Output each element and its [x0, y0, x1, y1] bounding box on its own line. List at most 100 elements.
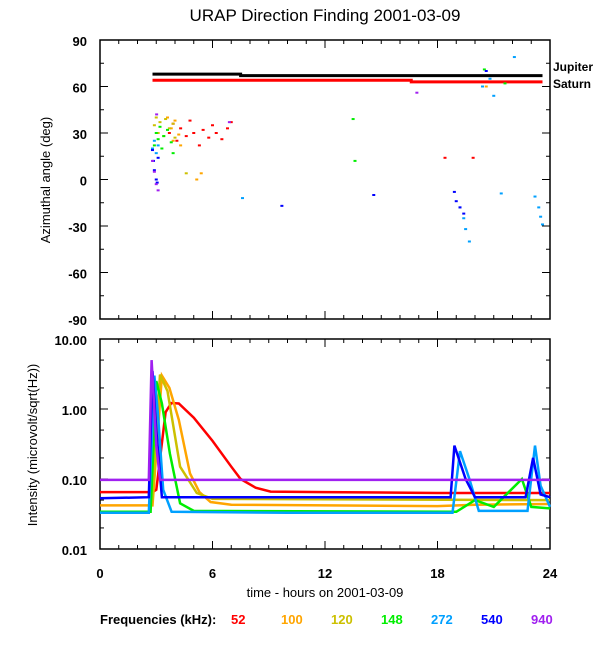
y-tick-label: -90 [68, 313, 87, 328]
azimuth-point-148khz [162, 135, 166, 138]
azimuth-point-52khz [192, 132, 196, 134]
azimuth-point-100khz [169, 127, 173, 130]
azimuth-point-540khz [372, 194, 376, 196]
azimuth-point-52khz [197, 144, 201, 147]
azimuth-point-52khz [226, 127, 229, 130]
azimuth-point-272khz [488, 77, 492, 80]
azimuth-point-100khz [177, 133, 181, 136]
y-tick-label: 30 [73, 127, 87, 142]
azimuth-point-272khz [539, 215, 543, 218]
azimuth-point-120khz [184, 172, 188, 175]
y-tick-label: 0.10 [62, 473, 87, 488]
azimuth-point-52khz [201, 128, 205, 131]
legend-entry-52khz: 52 [231, 612, 245, 627]
azimuth-point-272khz [492, 94, 496, 97]
reference-line-jupiter [152, 72, 543, 78]
azimuth-point-272khz [464, 228, 468, 231]
azimuth-point-148khz [503, 82, 507, 85]
y-tick-label: 90 [73, 34, 87, 49]
azimuth-point-272khz [541, 223, 544, 226]
legend-label: Frequencies (kHz): [100, 612, 216, 627]
azimuth-point-100khz [484, 85, 488, 88]
azimuth-point-148khz [166, 128, 169, 131]
azimuth-point-52khz [167, 132, 171, 134]
azimuth-point-540khz [154, 178, 158, 181]
azimuth-point-120khz [156, 132, 160, 134]
azimuth-point-540khz [156, 156, 160, 159]
azimuth-point-120khz [164, 118, 168, 121]
azimuth-point-52khz [188, 119, 192, 122]
azimuth-point-540khz [151, 149, 154, 152]
y-tick-label: 10.00 [54, 333, 87, 348]
azimuth-point-940khz [151, 159, 154, 162]
azimuth-point-52khz [443, 156, 447, 159]
legend-entry-148khz: 148 [381, 612, 403, 627]
azimuth-point-100khz [179, 144, 183, 147]
azimuth-point-120khz [173, 136, 177, 139]
azimuth-point-272khz [537, 206, 541, 209]
azimuth-point-148khz [171, 152, 175, 155]
azimuth-point-272khz [499, 192, 503, 195]
azimuth-point-540khz [462, 212, 466, 215]
azimuth-point-540khz [454, 200, 458, 203]
legend: Frequencies (kHz): 52 100 120 148 272 540 940 [100, 612, 553, 627]
y-tick-label: -60 [68, 267, 87, 282]
azimuth-point-52khz [175, 139, 179, 142]
y-tick-label: -30 [68, 220, 87, 235]
azimuth-point-940khz [155, 113, 159, 116]
legend-entry-540khz: 540 [481, 612, 503, 627]
x-tick-label: 18 [430, 566, 444, 581]
azimuth-point-148khz [353, 159, 357, 162]
azimuth-point-120khz [152, 124, 156, 127]
azimuth-point-120khz [158, 121, 162, 124]
azimuth-point-100khz [173, 119, 177, 122]
x-tick-label: 24 [543, 566, 558, 581]
azimuth-point-272khz [152, 139, 156, 142]
azimuth-point-940khz [152, 170, 156, 173]
planet-label-saturn: Saturn [553, 77, 591, 91]
azimuth-point-272khz [533, 195, 537, 198]
azimuth-point-940khz [156, 189, 160, 192]
azimuth-point-148khz [156, 138, 160, 141]
azimuth-axis-label: Azimuthal angle (deg) [38, 117, 53, 243]
legend-entry-940khz: 940 [531, 612, 553, 627]
azimuth-panel: 90 60 30 0 -30 -60 -90 Jupiter Saturn [68, 34, 593, 328]
planet-label-jupiter: Jupiter [553, 60, 593, 74]
azimuth-point-120khz [171, 122, 175, 125]
azimuth-point-272khz [512, 56, 516, 59]
intensity-panel: 10.00 1.00 0.10 0.01 0 6 12 18 24 [54, 333, 558, 581]
azimuth-point-540khz [458, 206, 462, 209]
azimuth-point-148khz [160, 147, 164, 150]
azimuth-point-540khz [280, 204, 284, 207]
x-tick-label: 0 [96, 566, 103, 581]
azimuth-point-52khz [179, 127, 183, 130]
azimuth-point-148khz [158, 125, 162, 128]
azimuth-point-148khz [169, 141, 173, 144]
azimuth-point-52khz [184, 135, 188, 138]
y-tick-label: 0.01 [62, 543, 87, 558]
azimuth-point-272khz [481, 85, 484, 88]
x-tick-label: 12 [318, 566, 332, 581]
intensity-axis-label: Intensity (microvolt/sqrt(Hz)) [25, 364, 40, 527]
azimuth-point-272khz [467, 240, 471, 243]
azimuth-point-52khz [207, 136, 211, 139]
azimuth-point-52khz [214, 132, 218, 134]
azimuth-point-272khz [156, 144, 160, 147]
azimuth-point-52khz [220, 138, 224, 141]
azimuth-point-100khz [171, 139, 175, 142]
y-tick-label: 0 [80, 174, 87, 189]
reference-line-saturn [152, 78, 543, 84]
legend-entry-100khz: 100 [281, 612, 303, 627]
intensity-line-940khz [100, 360, 550, 482]
azimuth-point-52khz [471, 156, 475, 159]
azimuth-point-52khz [229, 121, 233, 124]
azimuth-point-120khz [154, 116, 158, 119]
azimuth-point-148khz [152, 144, 156, 147]
azimuth-point-272khz [462, 217, 466, 220]
azimuth-point-272khz [154, 152, 158, 155]
azimuth-point-272khz [241, 197, 244, 200]
azimuth-point-940khz [415, 91, 419, 94]
azimuth-point-120khz [167, 127, 171, 130]
chart-title: URAP Direction Finding 2001-03-09 [190, 6, 461, 25]
